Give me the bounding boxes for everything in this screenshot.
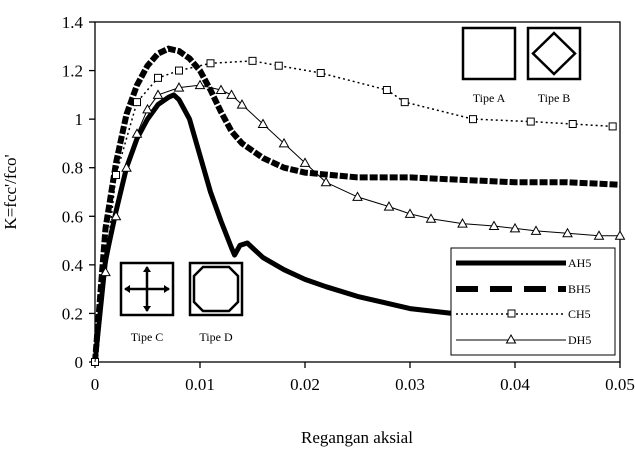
point-ch5 xyxy=(526,117,535,126)
point-dh5 xyxy=(110,210,122,221)
point-dh5 xyxy=(236,99,248,109)
point-ch5 xyxy=(206,59,215,68)
type-c-label: Tipe C xyxy=(131,330,164,344)
point-dh5 xyxy=(457,218,468,228)
point-dh5 xyxy=(278,137,290,148)
series-bh5 xyxy=(92,45,621,363)
point-dh5 xyxy=(173,82,185,92)
point-dh5 xyxy=(614,230,626,240)
x-tick-label: 0.03 xyxy=(395,375,425,394)
point-dh5 xyxy=(404,208,416,218)
y-axis-title: K=fcc'/fco' xyxy=(1,154,20,229)
series-layer xyxy=(91,45,626,366)
x-axis-title: Regangan aksial xyxy=(301,428,413,447)
point-dh5 xyxy=(142,103,153,114)
legend-item-bh5: BH5 xyxy=(456,282,591,296)
point-ch5 xyxy=(274,61,283,70)
y-tick-label: 0.8 xyxy=(62,159,83,178)
legend-marker-dh5 xyxy=(505,333,517,344)
y-tick-label: 1.4 xyxy=(62,13,84,32)
x-tick-label: 0.05 xyxy=(605,375,635,394)
y-tick-label: 0.6 xyxy=(62,207,83,226)
legend-item-ch5: CH5 xyxy=(456,307,591,321)
legend-label-bh5: BH5 xyxy=(568,282,591,296)
series-line-ah5 xyxy=(92,92,481,365)
point-dh5 xyxy=(562,227,573,238)
point-dh5 xyxy=(226,89,237,99)
point-ch5 xyxy=(382,86,391,94)
type-b-label: Tipe B xyxy=(538,91,571,105)
point-dh5 xyxy=(593,230,605,240)
y-tick-label: 0 xyxy=(75,353,84,372)
point-ch5 xyxy=(112,171,120,179)
legend-label-dh5: DH5 xyxy=(568,333,591,347)
series-dh5 xyxy=(94,79,626,363)
legend-item-ah5: AH5 xyxy=(456,256,591,270)
x-tick-label: 0.01 xyxy=(185,375,215,394)
point-dh5 xyxy=(131,128,143,138)
legend-item-dh5: DH5 xyxy=(456,333,591,347)
legend-box xyxy=(450,247,616,356)
point-ch5 xyxy=(400,98,409,107)
point-ch5 xyxy=(175,66,183,75)
point-dh5 xyxy=(509,222,521,233)
point-ch5 xyxy=(608,122,617,131)
point-ch5 xyxy=(248,56,257,65)
point-dh5 xyxy=(100,266,111,277)
point-dh5 xyxy=(257,118,269,128)
point-ch5 xyxy=(469,115,477,124)
type-a-icon xyxy=(461,26,517,81)
x-tick-label: 0.04 xyxy=(500,375,530,394)
type-d-label: Tipe D xyxy=(199,330,233,344)
x-tick-label: 0 xyxy=(91,375,100,394)
series-ah5 xyxy=(92,92,481,365)
point-dh5 xyxy=(194,79,206,90)
type-d-icon xyxy=(188,261,244,317)
point-ch5 xyxy=(316,69,325,77)
point-ch5 xyxy=(568,120,577,128)
series-ch5 xyxy=(91,56,617,366)
series-line-ch5 xyxy=(94,60,613,363)
y-tick-label: 0.4 xyxy=(62,256,84,275)
type-c-icon xyxy=(119,261,175,317)
y-tick-label: 0.2 xyxy=(62,304,83,323)
type-a-label: Tipe A xyxy=(473,91,506,105)
point-dh5 xyxy=(383,201,395,211)
point-dh5 xyxy=(215,84,227,94)
type-b-icon xyxy=(526,26,582,81)
x-tick-label: 0.02 xyxy=(290,375,320,394)
y-axis: 0 0.2 0.4 0.6 0.8 1 1.2 1.4 xyxy=(62,13,95,372)
legend-label-ah5: AH5 xyxy=(568,256,591,270)
legend-label-ch5: CH5 xyxy=(568,307,591,321)
point-dh5 xyxy=(425,213,437,223)
point-dh5 xyxy=(352,191,363,201)
point-dh5 xyxy=(320,176,332,187)
y-tick-label: 1.2 xyxy=(62,62,83,81)
point-ch5 xyxy=(154,73,162,82)
series-line-bh5 xyxy=(92,45,621,363)
legend: AH5 BH5 CH5 DH5 xyxy=(450,247,616,356)
point-dh5 xyxy=(299,157,311,167)
legend-marker-ch5 xyxy=(507,309,516,318)
point-dh5 xyxy=(121,162,132,172)
y-tick-label: 1 xyxy=(75,110,84,129)
point-dh5 xyxy=(152,89,164,99)
point-dh5 xyxy=(488,220,500,230)
point-ch5 xyxy=(133,98,141,107)
point-dh5 xyxy=(530,225,542,235)
x-axis: 0 0.01 0.02 0.03 0.04 0.05 xyxy=(91,362,635,394)
